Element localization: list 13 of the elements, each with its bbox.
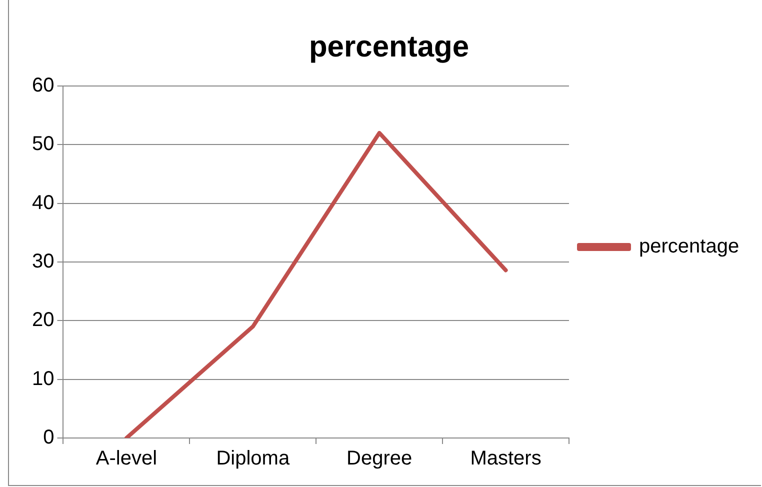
y-tick-label: 20	[32, 309, 54, 332]
y-tick-label: 60	[32, 74, 54, 97]
y-tick-label: 50	[32, 133, 54, 156]
y-tick-label: 40	[32, 192, 54, 214]
x-tick-label: Masters	[470, 448, 542, 470]
x-tick-label: Diploma	[216, 448, 290, 470]
legend-label: percentage	[639, 236, 740, 258]
x-tick-label: Degree	[346, 448, 412, 470]
x-tick-label: A-level	[96, 448, 158, 470]
y-tick-label: 0	[43, 426, 54, 449]
y-tick-label: 30	[32, 250, 54, 273]
chart-title: percentage	[308, 30, 470, 64]
y-tick-label: 10	[32, 368, 54, 390]
